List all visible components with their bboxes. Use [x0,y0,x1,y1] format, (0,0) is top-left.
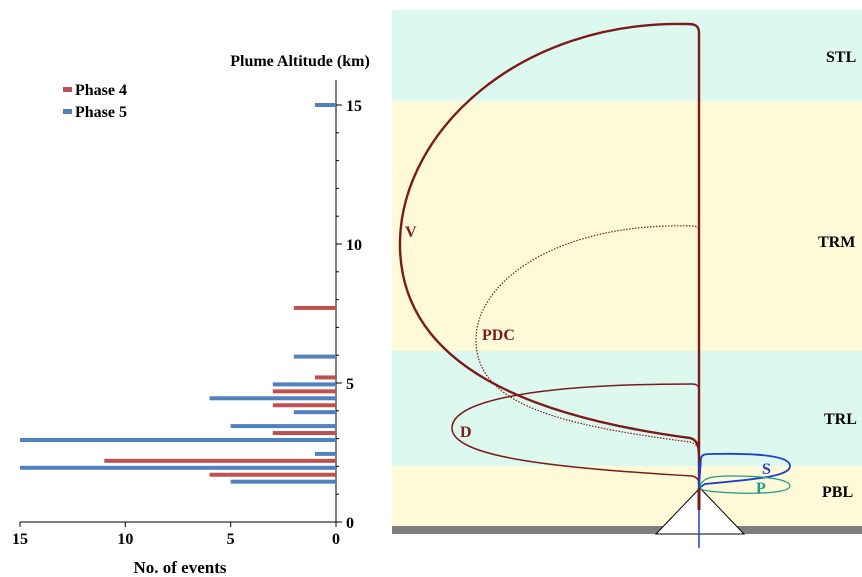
bar-phase-4 [314,375,336,380]
bar-phase-5 [293,410,336,415]
y-tick-label: 10 [346,237,362,254]
bar-phase-4 [293,305,336,310]
y-tick-label: 0 [346,515,354,532]
chart-title: Plume Altitude (km) [230,53,370,70]
bars [20,103,337,484]
y-axis-ticks: 0 5 10 15 [336,98,362,532]
plume-label-d: D [460,424,472,441]
layer-band-trm [392,101,862,351]
x-tick-label: 10 [117,531,133,548]
bar-phase-5 [314,451,336,456]
layer-label-pbl: PBL [822,484,853,501]
bar-phase-5 [293,354,336,359]
plume-label-p: P [756,480,766,497]
x-tick-label: 5 [227,531,235,548]
bar-phase-4 [104,458,337,463]
layer-label-trl: TRL [824,411,857,428]
layer-label-trm: TRM [818,234,855,251]
layer-band-stl [392,10,862,101]
bar-phase-5 [314,103,336,107]
x-tick-label: 15 [12,531,28,548]
bar-phase-4 [272,431,336,436]
plume-p [698,475,791,494]
bar-phase-5 [20,437,336,442]
x-tick-label: 0 [332,531,340,548]
ground-surface [392,526,862,534]
layer-band-trl [392,351,862,466]
plume-v [398,22,701,488]
layer-band-pbl [392,466,862,528]
legend-swatch-phase-5 [63,109,72,114]
bar-phase-4 [272,403,336,408]
bar-phase-5 [230,479,336,484]
bar-phase-5 [209,396,336,401]
layer-label-stl: STL [826,49,856,66]
volcano-cone [654,487,746,535]
plume-s [698,452,791,489]
plume-label-v: V [405,224,417,241]
bar-phase-4 [209,472,336,477]
y-tick-label: 5 [346,376,354,393]
y-tick-label: 15 [346,98,362,115]
plume-diagram: STL TRM TRL PBL V PDC D S P [392,10,862,548]
legend-swatch-phase-4 [63,87,72,92]
plume-label-s: S [762,461,771,478]
plume-label-pdc: PDC [482,327,515,344]
x-axis-label: No. of events [133,558,226,577]
legend-label-phase-4: Phase 4 [75,82,127,99]
bar-phase-5 [272,382,336,387]
legend-label-phase-5: Phase 5 [75,104,127,121]
plume-d [451,383,700,485]
bar-phase-4 [272,389,336,394]
bar-chart: Plume Altitude (km) Phase 4 Phase 5 0 5 10… [12,53,370,577]
legend: Phase 4 Phase 5 [63,82,127,121]
x-axis-ticks: 15 10 5 0 [12,522,340,548]
bar-phase-5 [20,465,336,470]
bar-phase-5 [230,424,336,429]
plume-pdc [475,225,700,453]
